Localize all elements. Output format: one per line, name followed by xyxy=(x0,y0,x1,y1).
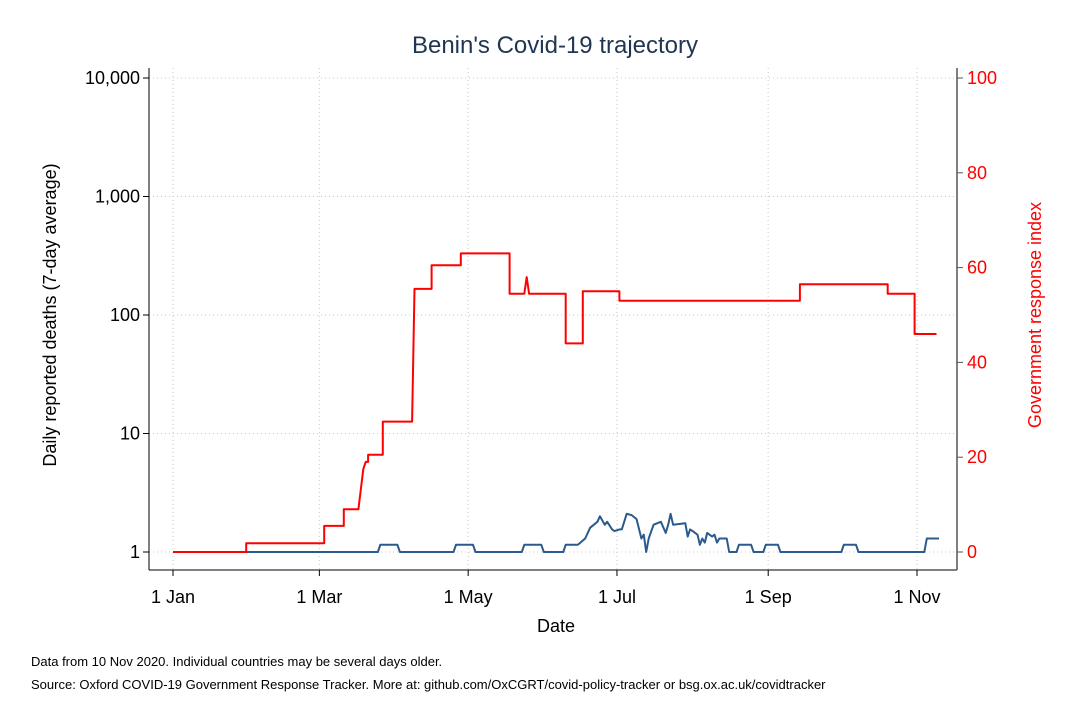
y-left-tick-label: 1 xyxy=(130,542,140,562)
y-right-tick-label: 40 xyxy=(967,352,987,372)
deaths-series-line xyxy=(173,512,939,553)
y-right-tick-label: 80 xyxy=(967,163,987,183)
source-note: Source: Oxford COVID-19 Government Respo… xyxy=(31,677,826,692)
series-lines xyxy=(173,252,939,553)
y-left-tick-label: 100 xyxy=(110,305,140,325)
y-left-tick-label: 10,000 xyxy=(85,68,140,88)
x-tick-label: 1 Jan xyxy=(151,587,195,607)
grid xyxy=(149,68,957,570)
y-right-tick-label: 0 xyxy=(967,542,977,562)
y-right-tick-label: 20 xyxy=(967,447,987,467)
x-tick-label: 1 Jul xyxy=(598,587,636,607)
x-tick-label: 1 May xyxy=(444,587,493,607)
chart-title: Benin's Covid-19 trajectory xyxy=(412,32,698,59)
x-axis-title: Date xyxy=(537,616,575,636)
x-tick-label: 1 Mar xyxy=(296,587,342,607)
tick-labels: 1 10 100 1,000 10,000 0 20 40 60 80 100 1 Jan 1 Mar 1… xyxy=(85,68,997,607)
y-left-tick-label: 1,000 xyxy=(95,187,140,207)
x-tick-label: 1 Nov xyxy=(893,587,940,607)
y-left-tick-label: 10 xyxy=(120,424,140,444)
axes xyxy=(143,68,963,576)
y-right-tick-label: 60 xyxy=(967,258,987,278)
y-axis-right-title: Government response index xyxy=(1025,202,1045,428)
response-index-series-line xyxy=(173,252,937,553)
y-right-tick-label: 100 xyxy=(967,68,997,88)
x-tick-label: 1 Sep xyxy=(745,587,792,607)
data-note: Data from 10 Nov 2020. Individual countr… xyxy=(31,654,443,669)
y-axis-left-title: Daily reported deaths (7-day average) xyxy=(40,163,60,466)
